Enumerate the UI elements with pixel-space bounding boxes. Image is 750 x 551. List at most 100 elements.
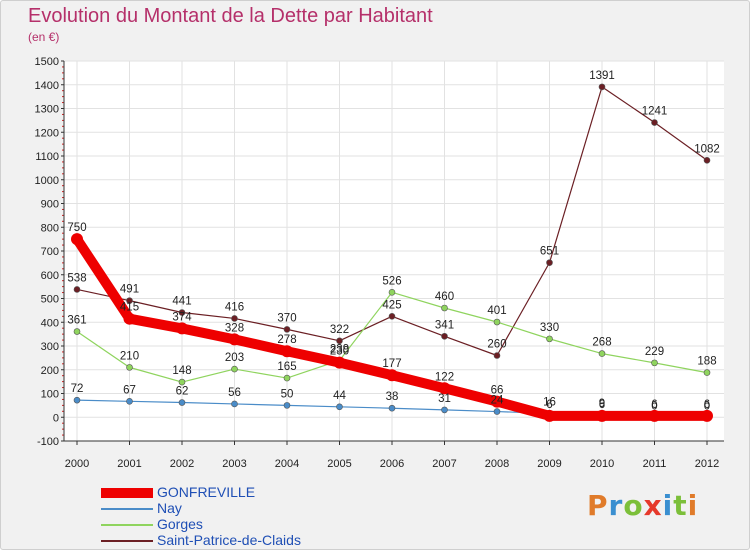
data-label: 210 [120,350,139,362]
x-tick-label: 2008 [485,458,509,470]
logo-letter: r [608,489,624,522]
data-label: 1082 [694,143,720,155]
data-point [73,328,81,335]
data-label: 230 [330,346,349,358]
data-label: 72 [71,383,84,395]
x-tick-label: 2012 [695,458,719,470]
data-label: 278 [277,334,296,346]
data-point [648,409,661,422]
x-tick-label: 2001 [117,458,141,470]
data-point [386,369,398,382]
data-point [703,369,711,376]
x-tick-label: 2003 [222,458,246,470]
data-point [283,326,291,333]
data-label: 6 [546,399,552,411]
data-point [333,356,346,369]
data-point [388,289,396,296]
legend-label: Nay [157,500,182,516]
data-point [231,315,238,322]
data-label: 239 [330,343,349,355]
data-point [598,83,606,91]
legend-item: Gorges [101,516,361,533]
data-point [283,402,291,409]
y-tick-label: 1400 [35,80,59,92]
data-point [178,378,186,386]
data-point [441,304,448,312]
logo-letter: o [623,489,644,522]
x-tick-label: 2011 [643,458,667,470]
data-point [598,350,606,357]
data-label: 67 [123,384,136,396]
data-point [441,406,448,414]
data-label: 50 [281,388,294,400]
data-label: 401 [487,305,506,317]
y-tick-label: 700 [41,246,59,258]
chart-data-labels: 538 491 441 416 370 322 425 341 260 651 1391 1241 10… [67,70,719,412]
data-label: 6 [704,399,710,411]
logo-letter: P [587,489,609,522]
data-label: 165 [277,361,296,373]
logo-letter: i [687,489,699,522]
legend-swatch [101,524,153,526]
data-point [231,400,238,408]
legend-item: GONFREVILLE [101,484,361,501]
legend-label: GONFREVILLE [157,484,256,500]
data-label: 177 [382,358,401,370]
y-tick-label: 1500 [35,56,59,68]
y-tick-label: 1100 [35,151,59,163]
data-label: 538 [67,272,86,284]
y-tick-label: 100 [41,389,59,401]
data-point [388,404,396,412]
data-label: 1241 [642,106,668,118]
y-tick-label: 0 [53,412,59,424]
x-tick-label: 2000 [65,458,89,470]
y-tick-label: 1300 [35,104,59,116]
data-label: 24 [491,395,504,407]
y-tick-label: 600 [41,270,59,282]
data-label: 491 [120,284,139,296]
data-label: 268 [592,337,611,349]
data-label: 31 [438,393,451,405]
data-point [126,364,133,371]
data-label: 322 [330,324,349,336]
data-point [231,365,238,373]
data-label: 361 [67,315,86,327]
data-point [546,335,553,343]
data-label: 260 [487,339,506,351]
data-label: 229 [645,346,664,358]
data-point [651,119,658,126]
data-label: 330 [540,322,559,334]
x-tick-label: 2010 [590,458,614,470]
legend-swatch [101,488,153,498]
data-point [493,318,501,326]
y-tick-label: 200 [41,365,59,377]
data-point [178,399,186,406]
chart-title: Evolution du Montant de la Dette par Hab… [28,5,433,27]
data-point [438,382,451,395]
data-label: 203 [225,352,244,364]
y-tick-label: 1200 [35,127,59,139]
chart-grid [64,60,724,442]
data-point [493,352,501,359]
x-tick-label: 2005 [327,458,351,470]
data-label: 370 [277,312,296,324]
data-point [73,286,81,293]
data-label: 441 [172,296,191,308]
data-label: 16 [543,396,556,408]
data-point [228,333,241,346]
logo-letter: x [643,489,663,522]
data-point [703,156,711,164]
data-label: 44 [333,390,346,402]
data-point [123,312,136,325]
data-point [388,313,396,320]
data-point [596,409,608,422]
data-point [71,233,83,246]
x-tick-label: 2006 [380,458,404,470]
data-label: 750 [67,222,86,234]
data-label: 9 [599,398,605,410]
legend-item: Nay [101,500,361,517]
proxiti-logo: Proxiti [587,489,698,522]
y-tick-label: 500 [41,294,59,306]
